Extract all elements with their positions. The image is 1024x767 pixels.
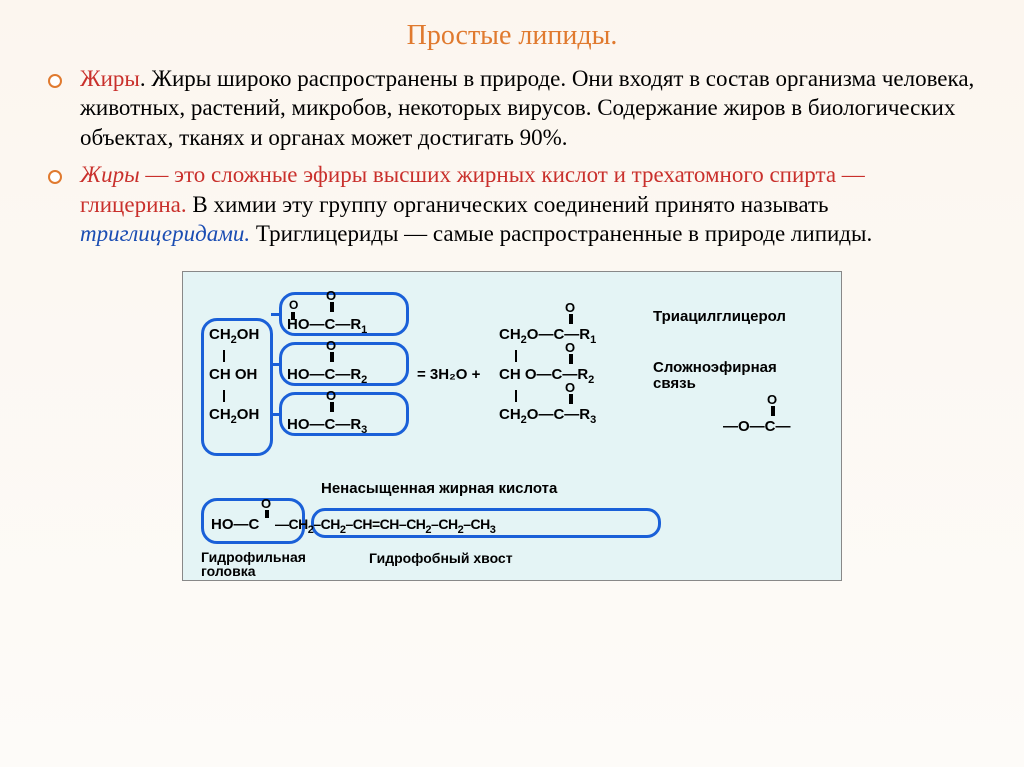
fa2-o-top: O [326,338,336,353]
label-unsat: Ненасыщенная жирная кислота [321,480,557,497]
bullet2-lead: Жиры [80,162,140,187]
p-o3: O [565,380,575,395]
bullet1-lead: Жиры [80,66,140,91]
label-tail: Гидрофобный хвост [369,550,513,566]
bond-line [515,390,517,402]
bond-line [515,350,517,362]
double-bond-icon [569,354,573,364]
double-bond-icon [330,352,334,362]
ester-o: O [767,392,777,407]
double-bond-icon [569,394,573,404]
fa3-o-top: O [326,388,336,403]
ester-struct: —O—C— [723,418,791,435]
unsat-chain: —CH2–CH2–CH=CH–CH2–CH2–CH3 [275,516,495,536]
fa1-o: O [289,298,298,312]
label-ester: Сложноэфирнаясвязь [653,360,777,393]
fa1-o-top: O [326,288,336,303]
bond-line [223,390,225,402]
double-bond-icon [330,302,334,312]
unsat-head: HO—C [211,516,259,533]
glycerol-c2: CH OH [209,366,257,383]
product-l2: CH O—C—R2 [499,366,594,386]
double-bond-icon [265,510,269,518]
fa1-line: HO—C—R1 [287,316,367,336]
equation-text: = 3H₂O + [417,366,480,383]
bullet-item-2: Жиры — это сложные эфиры высших жирных к… [72,160,976,248]
bullet1-rest: . Жиры широко распространены в природе. … [80,66,974,150]
double-bond-icon [330,402,334,412]
bullet2-blue: триглицеридами. [80,221,250,246]
bullet-item-1: Жиры. Жиры широко распространены в приро… [72,64,976,152]
unsat-o: O [261,496,271,511]
double-bond-icon [771,406,775,416]
bond-line [223,350,225,362]
page-title: Простые липиды. [48,20,976,52]
fa3-line: HO—C—R3 [287,416,367,436]
p-o1: O [565,300,575,315]
bullet2-mid-b: Триглицериды — самые распространенные в … [250,221,872,246]
fa2-line: HO—C—R2 [287,366,367,386]
product-l1: CH2O—C—R1 [499,326,596,346]
bullet-list: Жиры. Жиры широко распространены в приро… [48,64,976,249]
label-triacyl: Триацилглицерол [653,308,786,325]
slide: Простые липиды. Жиры. Жиры широко распро… [0,0,1024,767]
p-o2: O [565,340,575,355]
glycerol-c3: CH2OH [209,406,259,426]
product-l3: CH2O—C—R3 [499,406,596,426]
bullet2-mid-a: В химии эту группу органических соединен… [187,192,829,217]
double-bond-icon [569,314,573,324]
chemistry-diagram: CH2OH CH OH CH2OH O HO—C—R1 O O HO—C—R2 … [182,271,842,581]
label-head: Гидрофильнаяголовка [201,550,306,579]
glycerol-c1: CH2OH [209,326,259,346]
